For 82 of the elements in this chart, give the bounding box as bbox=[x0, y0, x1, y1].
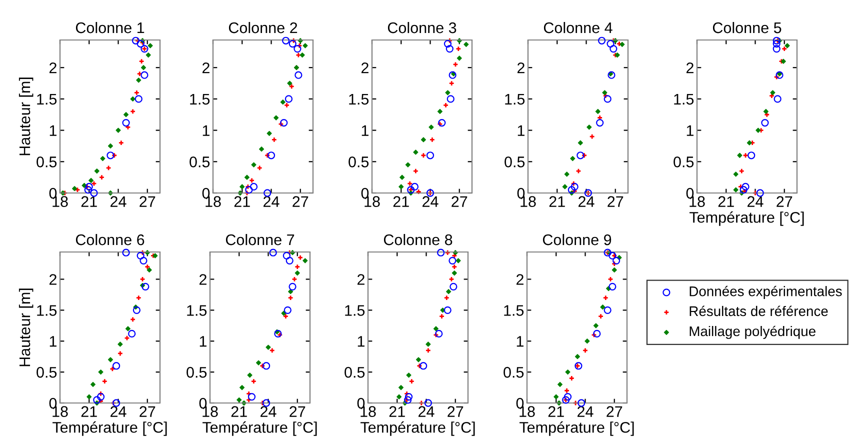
x-tick-label: 27 bbox=[290, 406, 306, 417]
y-tick-label: 2 bbox=[517, 62, 524, 74]
y-tick-label: 0.5 bbox=[348, 156, 369, 168]
x-tick-label: 24 bbox=[418, 406, 434, 417]
y-tick-label: 1.5 bbox=[37, 94, 57, 105]
y-tick-label: 0.5 bbox=[344, 366, 365, 378]
x-tick-label: 21 bbox=[549, 196, 565, 207]
x-tick-label: 21 bbox=[718, 196, 734, 207]
y-tick-label: 1 bbox=[50, 125, 56, 136]
legend-label: Maillage polyédrique bbox=[690, 326, 816, 339]
y-tick-label: 1.5 bbox=[504, 305, 524, 316]
y-tick-label: 1.5 bbox=[37, 305, 57, 316]
x-tick-label: 24 bbox=[422, 196, 438, 207]
x-tick-label: 21 bbox=[231, 406, 247, 417]
y-tick-label: 2 bbox=[49, 62, 56, 74]
y-tick-label: 1.5 bbox=[187, 305, 207, 316]
x-tick-label: 24 bbox=[264, 196, 280, 207]
y-axis-title: Hauteur [m] bbox=[18, 78, 34, 156]
chart-title: Colonne 3 bbox=[388, 22, 456, 34]
y-tick-label: 2 bbox=[202, 62, 210, 74]
y-tick-label: 1 bbox=[516, 336, 524, 347]
y-tick-label: 1 bbox=[686, 125, 694, 136]
x-axis-title: Température [°C] bbox=[202, 421, 317, 436]
y-axis-title: Hauteur [m] bbox=[18, 288, 34, 366]
x-tick-label: 27 bbox=[606, 406, 622, 417]
x-tick-label: 27 bbox=[140, 196, 156, 207]
x-tick-label: 24 bbox=[260, 406, 276, 417]
chart-title: Colonne 5 bbox=[712, 22, 782, 34]
x-axis-title: Température [°C] bbox=[360, 421, 475, 436]
x-tick-label: 27 bbox=[292, 196, 308, 207]
y-tick-label: 0.5 bbox=[36, 366, 57, 378]
y-tick-label: 1.5 bbox=[505, 94, 525, 105]
y-tick-label: 0.5 bbox=[190, 156, 210, 168]
x-tick-label: 27 bbox=[608, 196, 624, 207]
x-tick-label: 24 bbox=[578, 406, 594, 417]
y-tick-label: 1 bbox=[200, 336, 206, 347]
x-tick-label: 21 bbox=[81, 406, 97, 417]
x-axis-title: Température [°C] bbox=[52, 421, 167, 436]
y-tick-label: 2 bbox=[357, 274, 364, 285]
y-tick-label: 1.5 bbox=[190, 94, 210, 105]
y-tick-label: 0.5 bbox=[674, 156, 694, 168]
x-tick-label: 24 bbox=[110, 196, 126, 207]
x-tick-label: 21 bbox=[393, 196, 409, 207]
y-tick-label: 1.5 bbox=[674, 94, 694, 105]
y-tick-label: 1.5 bbox=[345, 305, 365, 316]
x-tick-label: 21 bbox=[389, 406, 405, 417]
x-tick-label: 27 bbox=[448, 406, 464, 417]
y-tick-label: 1 bbox=[358, 336, 364, 347]
legend-label: Résultats de référence bbox=[690, 306, 828, 316]
chart-title: Colonne 1 bbox=[76, 22, 144, 34]
y-tick-label: 2 bbox=[49, 274, 56, 285]
y-tick-label: 0.5 bbox=[504, 156, 525, 168]
x-tick-label: 21 bbox=[234, 196, 250, 207]
y-tick-label: 2 bbox=[516, 274, 524, 285]
x-axis-title: Température [°C] bbox=[520, 421, 634, 436]
y-tick-label: 1 bbox=[50, 336, 56, 347]
y-tick-label: 0.5 bbox=[36, 156, 57, 168]
chart-title: Colonne 9 bbox=[542, 234, 612, 246]
y-tick-label: 1 bbox=[518, 125, 524, 136]
x-axis-title: Température [°C] bbox=[690, 211, 804, 226]
y-tick-label: 1 bbox=[202, 125, 210, 136]
y-tick-label: 2 bbox=[199, 274, 206, 285]
chart-title: Colonne 8 bbox=[384, 234, 452, 246]
x-tick-label: 27 bbox=[140, 406, 156, 417]
x-tick-label: 21 bbox=[81, 196, 97, 207]
x-tick-label: 27 bbox=[776, 196, 792, 207]
chart-title: Colonne 7 bbox=[226, 234, 294, 246]
legend-label: Données expérimentales bbox=[690, 286, 842, 299]
y-tick-label: 1 bbox=[362, 125, 368, 136]
x-tick-label: 24 bbox=[748, 196, 764, 207]
x-tick-label: 24 bbox=[578, 196, 594, 207]
x-tick-label: 27 bbox=[452, 196, 468, 207]
y-tick-label: 2 bbox=[361, 62, 368, 74]
x-tick-label: 21 bbox=[548, 406, 564, 417]
x-tick-label: 24 bbox=[110, 406, 126, 417]
chart-title: Colonne 6 bbox=[76, 234, 144, 246]
y-tick-label: 0.5 bbox=[186, 366, 207, 378]
chart-title: Colonne 2 bbox=[228, 22, 298, 34]
y-tick-label: 1.5 bbox=[349, 94, 369, 105]
y-tick-label: 2 bbox=[686, 62, 694, 74]
y-tick-label: 0.5 bbox=[504, 366, 524, 378]
chart-title: Colonne 4 bbox=[544, 22, 612, 34]
